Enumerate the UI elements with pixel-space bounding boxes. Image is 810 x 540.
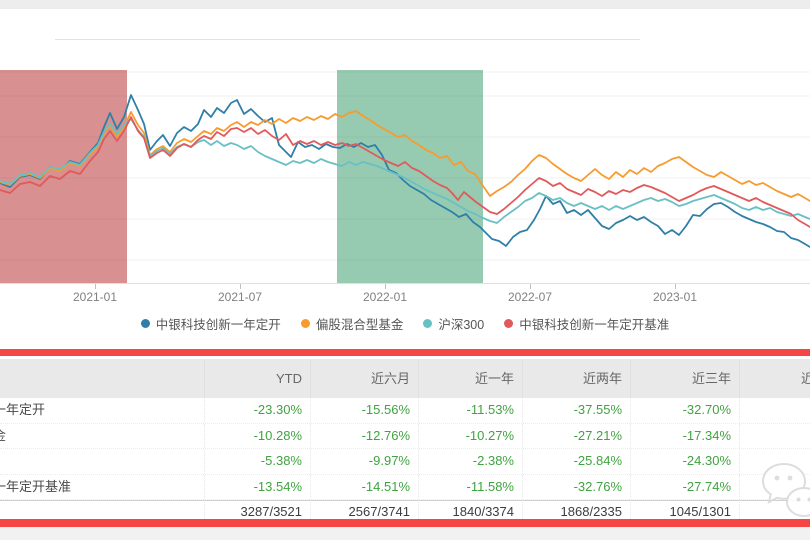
table-row: 一年定开基准 -13.54% -14.51% -11.58% -32.76% -27.74… [0, 474, 810, 500]
return-value: -13.54% [204, 474, 310, 499]
table-header-cell: 近一年 [418, 359, 522, 398]
legend-label: 中银科技创新一年定开 [155, 318, 281, 332]
return-value: -24.30% [630, 449, 739, 474]
row-label-cell [0, 500, 204, 523]
return-value: -15.56% [310, 398, 418, 423]
return-value: -10.27% [418, 423, 522, 448]
row-label-cell: 一年定开基准 [0, 475, 204, 500]
fund-name-link[interactable]: 金 [0, 424, 6, 449]
rank-value: 1045/1301 [630, 500, 739, 523]
bottom-gray-strip [0, 527, 810, 540]
legend-item[interactable]: 偏股混合型基金 [300, 314, 404, 333]
rank-value: 1840/3374 [418, 500, 522, 523]
table-rank-row: 3287/3521 2567/3741 1840/3374 1868/2335 1045… [0, 500, 810, 523]
x-axis-tick [240, 284, 241, 289]
legend-item[interactable]: 中银科技创新一年定开 [140, 314, 281, 333]
legend-dot-icon [504, 319, 514, 328]
row-label-cell [0, 449, 204, 474]
x-axis-label: 2021-01 [72, 290, 118, 304]
return-value: -9.97% [310, 449, 418, 474]
return-value: -23.30% [204, 398, 310, 423]
row-label-cell: 一年定开 [0, 398, 204, 423]
x-axis-label: 2022-01 [362, 290, 408, 304]
return-value [739, 423, 810, 448]
series-line [0, 116, 810, 228]
return-value: -27.21% [522, 423, 630, 448]
top-divider-line [55, 39, 640, 40]
table-row: 金 -10.28%-12.76%-10.27%-27.21%-17.34% [0, 423, 810, 449]
x-axis-label: 2023-01 [652, 290, 698, 304]
table-header-cell: 近两年 [522, 359, 630, 398]
wechat-watermark-icon [761, 462, 810, 518]
performance-table: YTD近六月近一年近两年近三年近一年定开-23.30%-15.56%-11.53… [0, 359, 810, 523]
table-header-cell [0, 359, 204, 398]
table-row: 一年定开 -23.30%-15.56%-11.53%-37.55%-32.70% [0, 398, 810, 424]
red-frame-bar-top [0, 349, 810, 356]
legend-item[interactable]: 沪深300 [423, 314, 484, 333]
red-frame-bar-bottom [0, 519, 810, 527]
return-value [739, 474, 810, 499]
fund-name-link[interactable]: 一年定开基准 [0, 475, 71, 500]
rank-value: 3287/3521 [204, 500, 310, 523]
return-value: -10.28% [204, 423, 310, 448]
x-axis-label: 2022-07 [507, 290, 553, 304]
table-row: -5.38% -9.97% -2.38% -25.84% -24.30% [0, 449, 810, 475]
table-header-cell: 近六月 [310, 359, 418, 398]
legend-dot-icon [423, 319, 433, 328]
return-value: -27.74% [630, 474, 739, 499]
x-axis-label: 2021-07 [217, 290, 263, 304]
return-value: -37.55% [522, 398, 630, 423]
x-axis-line [0, 283, 810, 284]
x-axis-tick [95, 284, 96, 289]
return-value [739, 398, 810, 423]
return-value: -17.34% [630, 423, 739, 448]
series-line [0, 94, 810, 248]
return-value: -11.53% [418, 398, 522, 423]
table-header-partial: 近 [740, 359, 810, 398]
x-axis-tick [530, 284, 531, 289]
series-line [0, 110, 810, 202]
rank-value: 2567/3741 [310, 500, 418, 523]
return-value: -11.58% [418, 474, 522, 499]
row-label-cell: 金 [0, 424, 204, 449]
chart-legend: 中银科技创新一年定开 偏股混合型基金 沪深300 中银科技创新一年定开基准 [0, 314, 810, 333]
return-value: -14.51% [310, 474, 418, 499]
top-gray-bar [0, 0, 810, 9]
return-value: -25.84% [522, 449, 630, 474]
rank-value [739, 500, 810, 523]
legend-label: 偏股混合型基金 [315, 318, 404, 332]
legend-label: 中银科技创新一年定开基准 [519, 318, 670, 332]
performance-chart-canvas [0, 70, 810, 283]
legend-item[interactable]: 中银科技创新一年定开基准 [504, 314, 669, 333]
table-header-cell: 近 [739, 359, 810, 398]
performance-chart [0, 70, 810, 283]
rank-value: 1868/2335 [522, 500, 630, 523]
return-value: -5.38% [204, 449, 310, 474]
return-value: -12.76% [310, 423, 418, 448]
legend-label: 沪深300 [438, 318, 485, 332]
legend-dot-icon [300, 319, 310, 328]
legend-dot-icon [140, 319, 150, 328]
return-value: -32.70% [630, 398, 739, 423]
return-value: -32.76% [522, 474, 630, 499]
return-value: -2.38% [418, 449, 522, 474]
band-green [337, 70, 483, 283]
return-value [739, 449, 810, 474]
x-axis-tick [385, 284, 386, 289]
fund-name-link[interactable]: 一年定开 [0, 398, 45, 423]
series-line [0, 118, 810, 224]
x-axis-tick [675, 284, 676, 289]
table-header-cell: YTD [204, 359, 310, 398]
table-header-row: YTD近六月近一年近两年近三年近 [0, 359, 810, 398]
table-header-cell: 近三年 [630, 359, 739, 398]
